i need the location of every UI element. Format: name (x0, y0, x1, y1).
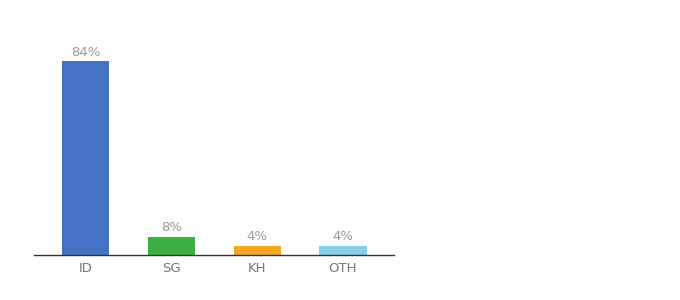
Bar (233, 246, 281, 255)
Bar (148, 237, 195, 255)
Bar (62, 61, 109, 255)
Text: 4%: 4% (247, 230, 268, 243)
Text: 84%: 84% (71, 46, 100, 59)
Text: 8%: 8% (160, 221, 182, 234)
Text: 4%: 4% (333, 230, 354, 243)
Bar (320, 246, 367, 255)
